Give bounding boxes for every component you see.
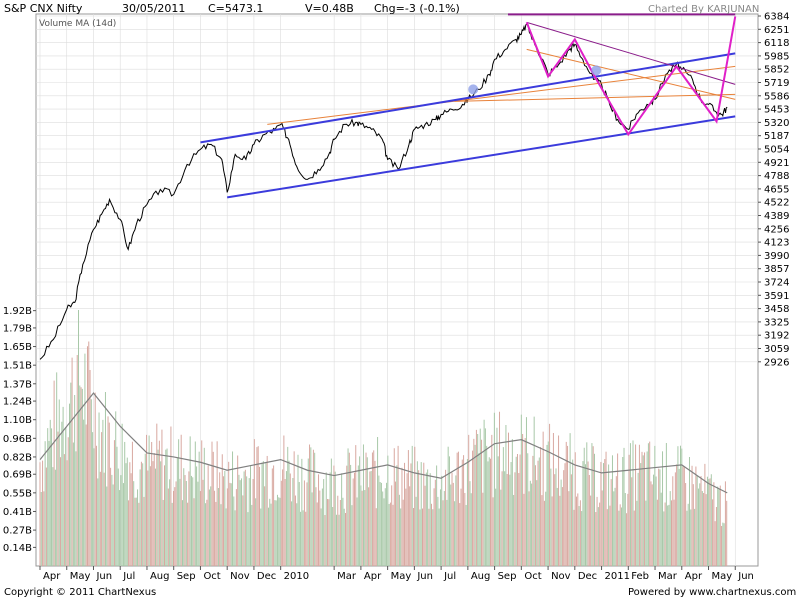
price-tick-label: 5719 [764, 78, 789, 89]
price-tick-label: 3990 [764, 251, 789, 262]
channel-upper-line [200, 52, 736, 144]
price-tick-label: 5852 [764, 65, 789, 76]
price-tick-label: 3857 [764, 264, 789, 275]
price-polyline [39, 23, 728, 360]
change-value: Chg=-3 (-0.1%) [374, 2, 460, 15]
price-tick-label: 3591 [764, 291, 789, 302]
price-tick-label: 5453 [764, 105, 789, 116]
volume-ma-line [39, 392, 728, 494]
time-tick-label: 2010 [284, 571, 309, 582]
gridlines [36, 14, 758, 566]
time-tick-label: Mar [337, 571, 357, 582]
volume-tick-label: 0.41B [3, 507, 32, 518]
volume-axis: 0.14B 0.27B 0.41B 0.55B 0.69B 0.82B 0.96B 1.10B… [3, 306, 36, 554]
zigzag-pattern-line [525, 16, 737, 137]
time-tick-label: Sep [177, 571, 196, 582]
price-tick-label: 3724 [764, 278, 789, 289]
volume-ma-label: Volume MA (14d) [39, 19, 117, 29]
volume-tick-label: 0.27B [3, 526, 32, 537]
time-tick-label: Oct [524, 571, 541, 582]
price-tick-label: 6251 [764, 25, 789, 36]
price-tick-label: 4123 [764, 238, 789, 249]
volume-ma-polyline [39, 392, 728, 494]
time-tick-label: Aug [471, 571, 491, 582]
price-tick-label: 3059 [764, 344, 789, 355]
volume-tick-label: 1.10B [3, 415, 32, 426]
price-tick-label: 6118 [764, 38, 789, 49]
time-tick-label: Nov [230, 571, 250, 582]
time-tick-label: Jul [122, 571, 135, 582]
volume-tick-label: 0.82B [3, 452, 32, 463]
time-tick-label: Mar [658, 571, 678, 582]
trendline-annotations [200, 13, 737, 199]
copyright-text: Copyright © 2011 ChartNexus [4, 587, 157, 598]
touch-point-marker [468, 84, 479, 95]
price-tick-label: 4655 [764, 184, 789, 195]
time-tick-label: Dec [578, 571, 597, 582]
time-tick-label: Nov [551, 571, 571, 582]
price-line [39, 23, 728, 360]
price-tick-label: 5054 [764, 145, 789, 156]
volume-tick-label: 1.51B [3, 361, 32, 372]
time-tick-label: Apr [364, 571, 382, 582]
volume-value: V=0.48B [305, 2, 354, 15]
close-value: C=5473.1 [208, 2, 264, 15]
time-tick-label: May [712, 571, 733, 582]
price-tick-label: 3325 [764, 317, 789, 328]
price-tick-label: 6384 [764, 12, 789, 23]
price-axis: 2926 3059 3192 3325 3458 3591 3724 3857 3990 4123… [758, 12, 789, 368]
time-tick-label: Aug [150, 571, 170, 582]
time-tick-label: Jun [416, 571, 433, 582]
volume-tick-label: 1.65B [3, 342, 32, 353]
volume-tick-label: 0.55B [3, 488, 32, 499]
quote-date: 30/05/2011 [122, 2, 186, 15]
time-tick-label: Apr [685, 571, 703, 582]
time-tick-label: Oct [203, 571, 220, 582]
time-tick-label: Dec [257, 571, 276, 582]
time-tick-label: 2011 [605, 571, 630, 582]
volume-tick-label: 1.24B [3, 397, 32, 408]
price-tick-label: 3458 [764, 304, 789, 315]
time-tick-label: Jun [95, 571, 112, 582]
powered-by-text: Powered by www.chartnexus.com [628, 587, 797, 598]
volume-tick-label: 0.96B [3, 434, 32, 445]
volume-tick-label: 0.69B [3, 470, 32, 481]
touch-point-marker [591, 65, 602, 76]
price-tick-label: 4256 [764, 224, 789, 235]
fan-line [454, 93, 736, 102]
time-axis: Apr May Jun Jul Aug Sep Oct Nov Dec 2010 Mar Apr May… [39, 566, 754, 582]
symbol-name: S&P CNX Nifty [4, 2, 83, 15]
channel-lower-line [227, 115, 736, 199]
price-tick-label: 2926 [764, 357, 789, 368]
time-tick-label: Feb [631, 571, 649, 582]
price-tick-label: 4921 [764, 158, 789, 169]
fan-line [267, 65, 736, 125]
time-tick-label: Apr [43, 571, 61, 582]
time-tick-label: May [391, 571, 412, 582]
time-tick-label: Jun [737, 571, 754, 582]
volume-tick-label: 1.79B [3, 323, 32, 334]
price-tick-label: 4389 [764, 211, 789, 222]
volume-tick-label: 1.92B [3, 306, 32, 317]
downtrend-line [526, 21, 736, 85]
volume-tick-label: 0.14B [3, 543, 32, 554]
price-tick-label: 4522 [764, 198, 789, 209]
price-tick-label: 4788 [764, 171, 789, 182]
charted-by-label: Charted By KARJUNAN [648, 4, 760, 15]
volume-bars [39, 309, 728, 566]
time-tick-label: Sep [498, 571, 517, 582]
price-tick-label: 5985 [764, 51, 789, 62]
time-tick-label: May [70, 571, 91, 582]
price-tick-label: 5187 [764, 131, 789, 142]
price-tick-label: 3192 [764, 331, 789, 342]
time-tick-label: Jul [443, 571, 456, 582]
volume-tick-label: 1.37B [3, 379, 32, 390]
price-tick-label: 5586 [764, 91, 789, 102]
price-tick-label: 5320 [764, 118, 789, 129]
